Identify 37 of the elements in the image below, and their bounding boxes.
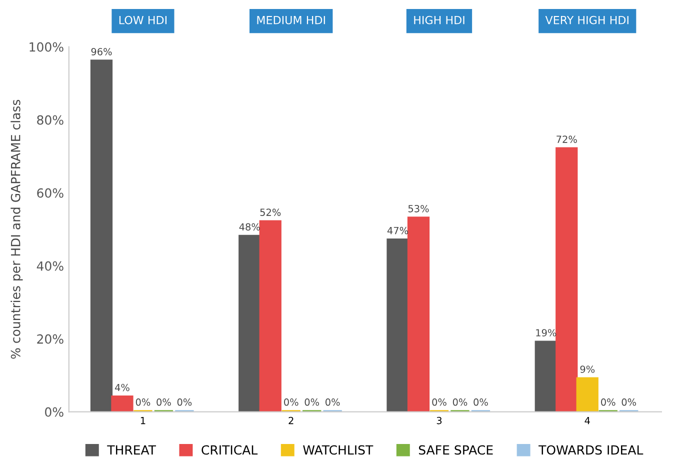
legend-label: SAFE SPACE [418, 445, 493, 455]
data-label: 0% [136, 398, 150, 406]
data-label: 0% [284, 398, 298, 406]
y-tick-label: 0% [45, 407, 64, 417]
data-label: 0% [474, 398, 488, 406]
x-tick-label: 4 [584, 417, 590, 424]
x-tick-label: 3 [436, 416, 442, 424]
text: LOW HDI [119, 16, 166, 24]
y-tick-label: 80% [37, 115, 64, 125]
data-label: 52% [260, 208, 281, 216]
data-label: 0% [432, 398, 446, 406]
legend-label: THREAT [107, 445, 156, 454]
data-label: 9% [580, 366, 595, 373]
y-axis-title: % countries per HDI and GAPFRAME class [10, 100, 23, 359]
text: VERY HIGH HDI [545, 16, 628, 24]
data-label: 53% [408, 204, 429, 212]
legend-label: TOWARDS IDEAL [538, 445, 644, 455]
data-label: 0% [156, 398, 171, 406]
data-label: 4% [114, 384, 130, 392]
data-label: 0% [304, 398, 320, 406]
y-tick-label: 100% [30, 42, 64, 52]
data-label: 0% [601, 398, 616, 406]
text: MEDIUM HDI [257, 16, 325, 24]
data-label: 0% [452, 398, 468, 406]
data-label: 0% [622, 398, 636, 406]
x-tick-label: 1 [140, 417, 146, 424]
legend-label: WATCHLIST [303, 445, 374, 455]
data-label: 0% [326, 398, 340, 406]
legend-label: CRITICAL [202, 445, 258, 455]
x-tick-label: 2 [288, 416, 294, 424]
y-tick-label: 20% [37, 334, 64, 344]
data-label: 0% [177, 398, 192, 406]
data-label: 72% [556, 136, 577, 143]
data-label: 96% [91, 48, 112, 56]
y-tick-label: 40% [36, 261, 64, 271]
y-tick-label: 60% [37, 188, 64, 198]
text: HIGH HDI [414, 16, 464, 24]
